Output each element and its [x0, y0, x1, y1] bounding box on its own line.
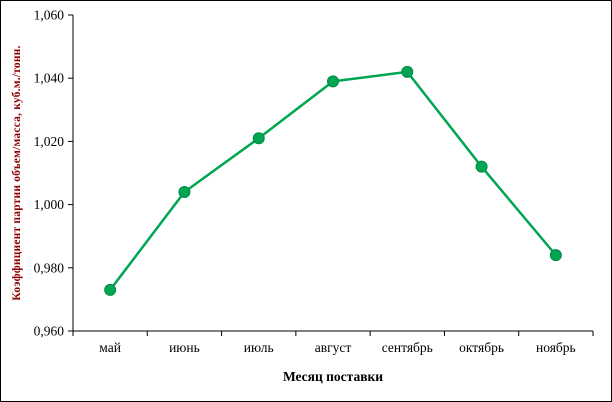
- data-point: [252, 132, 265, 145]
- data-point: [178, 185, 191, 198]
- x-category-label: сентябрь: [382, 340, 433, 355]
- y-tick-label: 1,040: [34, 71, 65, 86]
- data-point: [104, 283, 117, 296]
- data-point: [475, 160, 488, 173]
- x-category-label: октябрь: [459, 340, 504, 355]
- data-point: [549, 249, 562, 262]
- y-tick-label: 0,980: [34, 260, 65, 275]
- y-tick-label: 1,000: [34, 197, 65, 212]
- y-axis-title: Коэффициент партии объем/масса, куб.м./т…: [11, 45, 23, 301]
- y-tick-label: 0,960: [34, 324, 65, 339]
- x-category-label: июль: [244, 340, 274, 355]
- x-category-label: август: [315, 340, 352, 355]
- data-line: [108, 70, 558, 292]
- data-point: [401, 65, 414, 78]
- x-axis-title: Месяц поставки: [282, 369, 384, 384]
- x-category-label: май: [99, 340, 121, 355]
- y-tick-label: 1,020: [34, 134, 65, 149]
- y-tick-label: 1,060: [34, 8, 65, 23]
- data-point: [327, 75, 339, 88]
- x-category-label: ноябрь: [536, 340, 576, 355]
- x-category-label: июнь: [169, 340, 200, 355]
